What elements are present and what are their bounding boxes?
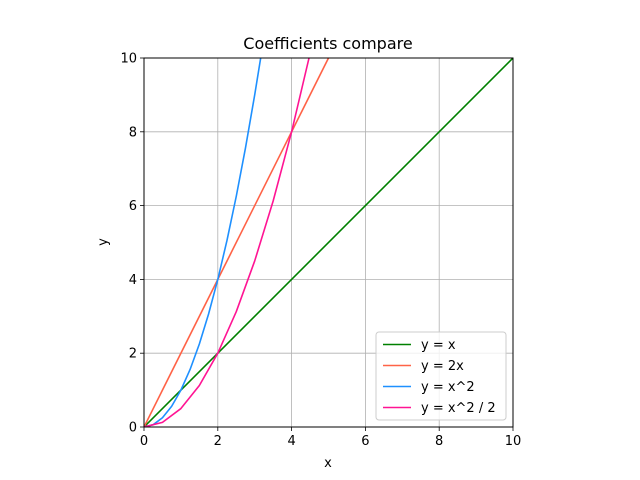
legend-entry: y = 2x	[421, 359, 464, 374]
y-tick-label: 8	[129, 125, 137, 140]
x-tick-label: 0	[140, 434, 148, 449]
x-tick-label: 2	[214, 434, 222, 449]
y-tick-label: 6	[129, 199, 137, 214]
x-tick-label: 10	[505, 434, 522, 449]
plot-area	[144, 58, 513, 427]
legend-entry: y = x^2	[421, 380, 475, 395]
legend-entry: y = x^2 / 2	[421, 401, 496, 416]
legend-entry: y = x	[421, 338, 456, 353]
y-tick-label: 4	[129, 273, 137, 288]
x-axis-label: x	[324, 456, 332, 471]
legend-box	[375, 331, 507, 421]
x-tick-label: 4	[287, 434, 295, 449]
series-line-4	[144, 58, 310, 427]
y-tick-label: 2	[129, 347, 137, 362]
series-line-3	[144, 58, 262, 427]
x-tick-label: 8	[435, 434, 443, 449]
series-line-2	[144, 58, 330, 427]
x-tick-label: 6	[361, 434, 369, 449]
legend: y = x y = 2x y = x^2 y = x^2 / 2	[375, 331, 507, 421]
axis-ticks: 0 2 4 6 8 10 0 2 4 6 8 10	[120, 52, 521, 450]
series-line-1	[144, 58, 513, 427]
axes-frame	[143, 57, 514, 428]
y-tick-label: 10	[120, 52, 137, 67]
chart-title: Coefficients compare	[243, 34, 412, 53]
y-axis-label: y	[96, 238, 111, 246]
y-tick-label: 0	[129, 421, 137, 436]
